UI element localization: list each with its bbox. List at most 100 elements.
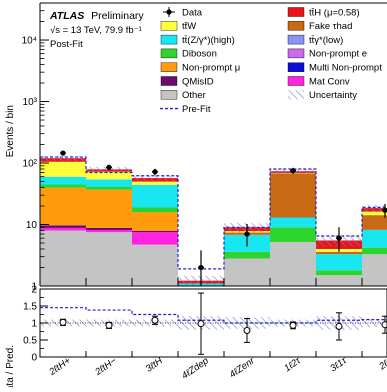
legend-swatch-uncertainty <box>288 90 304 99</box>
bar-nonprompt_mu-2 <box>132 212 178 231</box>
fit-state-label: Post-Fit <box>50 39 83 50</box>
legend-item-ttZ_high: tt̄(Z/γ*)(high) <box>161 35 235 46</box>
legend-item-ttH: tt̄H (μ=0.58) <box>288 7 360 18</box>
data-point-0 <box>60 150 65 155</box>
data-point-2 <box>152 169 157 174</box>
category-label-4: 4ℓZenr <box>228 355 258 380</box>
y-tick-label-3: 10³ <box>23 97 38 108</box>
legend-swatch-mat_conv <box>288 77 304 86</box>
legend-label-prefit: Pre-Fit <box>182 104 211 115</box>
category-label-7: 2ℓ1 <box>376 355 387 372</box>
legend-item-ttgamma_low: tt̄γ*(low) <box>288 35 343 46</box>
data-point-4 <box>244 231 249 236</box>
legend-label-nonprompt_mu: Non-prompt μ <box>182 63 240 74</box>
legend-item-diboson: Diboson <box>161 49 217 60</box>
ratio-tick-label-1: 0.5 <box>23 336 37 347</box>
legend-label-multi_nonprompt: Multi Non-prompt <box>309 63 382 74</box>
legend: Data tt̄H (μ=0.58) tt̄W Fake τhad tt̄(Z/γ*)(… <box>160 7 382 115</box>
bar-diboson-6 <box>316 270 362 275</box>
legend-item-multi_nonprompt: Multi Non-prompt <box>288 63 382 74</box>
legend-swatch-nonprompt_e <box>288 49 304 58</box>
ratio-point-4 <box>244 327 250 333</box>
main-panel <box>40 150 387 286</box>
ratio-y-axis-label: Data / Pred. <box>5 345 16 387</box>
data-point-6 <box>336 236 341 241</box>
legend-label-ttH: tt̄H (μ=0.58) <box>309 7 360 18</box>
bar-diboson-5 <box>270 227 316 242</box>
bar-other-7 <box>362 254 387 286</box>
ratio-tick-label-0: 0 <box>31 353 37 364</box>
bar-diboson-7 <box>362 248 387 254</box>
bar-mat_conv-2 <box>132 232 178 244</box>
ratio-point-2 <box>152 317 158 323</box>
legend-item-data: Data <box>163 7 203 18</box>
legend-swatch-nonprompt_mu <box>161 63 177 72</box>
data-point-3 <box>198 265 203 270</box>
legend-label-uncertainty: Uncertainty <box>309 90 357 101</box>
bar-other-2 <box>132 245 178 286</box>
bar-fake_tau-6 <box>316 252 362 254</box>
bar-diboson-0 <box>40 185 86 188</box>
category-label-2: 3ℓtH <box>144 355 165 374</box>
bar-ttZ_high-5 <box>270 217 316 227</box>
bar-nonprompt_mu-0 <box>40 188 86 226</box>
legend-swatch-multi_nonprompt <box>288 63 304 72</box>
legend-swatch-ttW <box>161 21 177 30</box>
legend-item-other: Other <box>161 90 206 101</box>
legend-marker-dot <box>166 9 171 14</box>
legend-swatch-qmisid <box>161 77 177 86</box>
legend-label-ttgamma_low: tt̄γ*(low) <box>309 35 343 46</box>
experiment-block: ATLAS Preliminary <box>49 10 144 22</box>
y-tick-label-4: 10⁴ <box>22 36 37 47</box>
bar-diboson-4 <box>224 252 270 259</box>
legend-label-fake_tau: Fake τhad <box>309 21 352 32</box>
ratio-tick-label-4: 2 <box>31 285 37 296</box>
ratio-point-0 <box>60 319 66 325</box>
y-tick-label-1: 10 <box>26 220 38 231</box>
legend-swatch-ttZ_high <box>161 35 177 44</box>
bar-diboson-2 <box>132 208 178 213</box>
category-label-1: 2ℓtH− <box>92 355 119 378</box>
category-label-5: 1ℓ2τ <box>282 355 304 375</box>
bar-ttW-2 <box>132 182 178 185</box>
data-point-1 <box>106 165 111 170</box>
legend-item-ttW: tt̄W <box>161 21 196 32</box>
experiment-label: ATLAS <box>49 10 84 22</box>
ratio-tick-label-2: 1 <box>31 319 37 330</box>
data-point-5 <box>290 168 295 173</box>
bar-diboson-1 <box>86 187 132 190</box>
ratio-point-1 <box>106 322 112 328</box>
legend-label-data: Data <box>182 7 203 18</box>
bar-ttZ_high-7 <box>362 230 387 248</box>
legend-item-qmisid: QMisID <box>161 76 214 87</box>
legend-item-nonprompt_e: Non-prompt e <box>288 49 367 60</box>
bar-mat_conv-1 <box>86 230 132 232</box>
bar-nonprompt_mu-1 <box>86 190 132 228</box>
category-label-6: 3ℓ1τ <box>328 355 350 375</box>
legend-item-fake_tau: Fake τhad <box>288 21 352 32</box>
bar-fake_tau-7 <box>362 215 387 230</box>
bar-other-4 <box>224 259 270 286</box>
bar-other-6 <box>316 275 362 286</box>
legend-label-qmisid: QMisID <box>182 76 214 87</box>
bar-ttZ_high-1 <box>86 179 132 186</box>
legend-swatch-diboson <box>161 49 177 58</box>
y-tick-label-2: 10² <box>23 159 38 170</box>
legend-label-mat_conv: Mat Conv <box>309 76 350 87</box>
ratio-point-6 <box>336 323 342 329</box>
bar-qmisid-2 <box>132 231 178 232</box>
legend-swatch-ttgamma_low <box>288 35 304 44</box>
bar-ttZ_high-0 <box>40 177 86 185</box>
bar-qmisid-1 <box>86 228 132 230</box>
bar-ttW-0 <box>40 162 86 177</box>
legend-label-ttW: tt̄W <box>182 21 196 32</box>
legend-swatch-ttH <box>288 8 304 17</box>
bar-qmisid-0 <box>40 225 86 228</box>
bar-other-0 <box>40 230 86 286</box>
experiment-status: Preliminary <box>91 10 144 22</box>
bar-ttZ_high-6 <box>316 254 362 270</box>
category-label-0: 2ℓtH+ <box>46 355 73 378</box>
